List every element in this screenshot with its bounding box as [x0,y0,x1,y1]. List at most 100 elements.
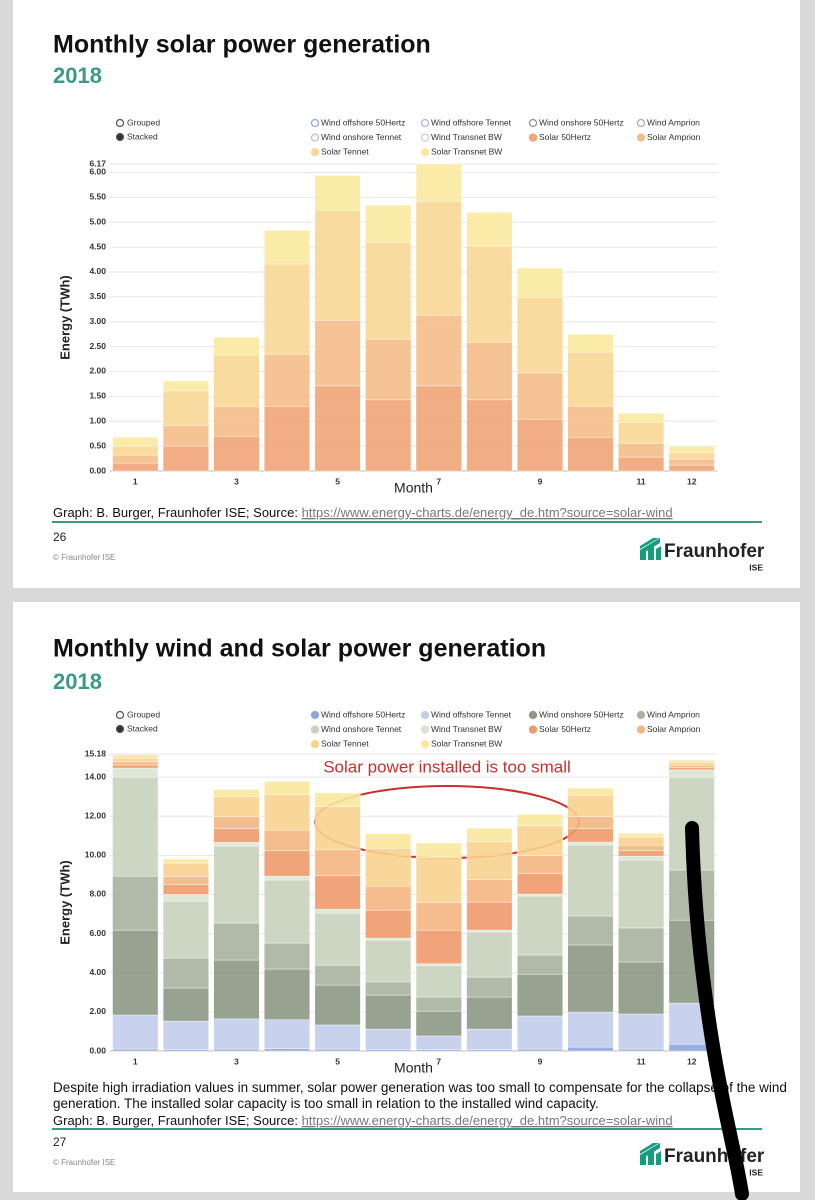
legend-label[interactable]: Grouped [127,709,160,719]
legend-label[interactable]: Solar 50Hertz [539,132,591,142]
bar-segment [567,841,614,846]
legend-marker[interactable] [420,118,430,128]
legend-marker[interactable] [310,725,320,734]
bar-segment [314,175,361,211]
legend-label[interactable]: Solar Amprion [647,132,701,142]
source-link[interactable]: https://www.energy-charts.de/energy_de.h… [302,1113,673,1128]
bar-segment [365,981,412,996]
legend-label[interactable]: Wind Transnet BW [431,132,502,142]
bar-segment [314,806,361,851]
legend-label[interactable]: Stacked [127,131,158,141]
x-tick-label: 5 [335,476,340,486]
legend-marker[interactable] [528,118,538,128]
legend-marker[interactable] [420,148,430,157]
bar-segment [162,390,209,426]
legend-marker[interactable] [115,118,125,128]
bar-segment [112,764,159,769]
bar-segment [314,912,361,966]
bar-segment [668,451,715,460]
legend-label[interactable]: Wind offshore Tennet [431,117,512,127]
bar-segment [668,762,715,766]
legend-marker[interactable] [115,724,125,734]
legend-label[interactable]: Stacked [127,723,158,733]
slide-title: Monthly wind and solar power generation [53,635,546,663]
legend-label[interactable]: Solar Tennet [321,738,369,748]
legend-label[interactable]: Wind Transnet BW [431,724,502,734]
legend-label[interactable]: Solar Transnet BW [431,738,502,748]
bar-segment [618,961,665,1015]
bar-segment [162,876,209,885]
bar-segment [162,884,209,895]
x-tick-label: 3 [234,476,239,486]
legend-label[interactable]: Solar Tennet [321,146,369,156]
legend-marker[interactable] [420,725,430,734]
bar-segment [415,315,462,387]
bar-segment [466,828,513,842]
y-tick-label: 6.00 [89,928,106,938]
legend-marker[interactable] [310,740,320,749]
bar-segment [264,1019,311,1049]
legend-label[interactable]: Wind offshore Tennet [431,709,512,719]
bar-segment [618,422,665,444]
bar-segment [668,464,715,472]
legend-marker[interactable] [636,118,646,128]
legend-marker[interactable] [310,118,320,128]
bar-segment [516,895,563,956]
legend-label[interactable]: Wind onshore Tennet [321,132,402,142]
legend-marker[interactable] [420,710,430,720]
x-tick-label: 12 [687,476,697,486]
y-tick-label: 14.00 [85,771,107,781]
bar-segment [314,964,361,986]
legend-label[interactable]: Solar 50Hertz [539,724,591,734]
bar-segment [567,333,614,353]
legend-label[interactable]: Solar Amprion [647,724,701,734]
legend-marker[interactable] [420,740,430,749]
legend-label[interactable]: Wind Amprion [647,709,700,719]
bar-segment [415,385,462,472]
logo-icon [640,1143,661,1165]
bar-segment [213,435,260,472]
legend-marker[interactable] [310,133,320,142]
bar-segment [264,968,311,1020]
legend-label[interactable]: Wind Amprion [647,117,700,127]
legend-marker[interactable] [310,710,320,720]
bar-segment [618,833,665,838]
legend-marker[interactable] [115,132,125,142]
bar-segment [516,873,563,895]
bar-segment [162,862,209,877]
legend-marker[interactable] [310,148,320,157]
legend-label[interactable]: Wind onshore Tennet [321,724,402,734]
legend-label[interactable]: Grouped [127,117,160,127]
legend-marker[interactable] [528,710,538,720]
legend-marker[interactable] [636,133,646,142]
legend-marker[interactable] [528,725,538,734]
bar-segment [112,754,159,759]
x-tick-label: 1 [133,476,138,486]
logo-unit: ISE [749,1167,763,1177]
bar-segment [567,788,614,796]
legend-marker[interactable] [636,725,646,734]
legend-marker[interactable] [528,133,538,142]
bar-segment [264,229,311,265]
legend-label[interactable]: Solar Transnet BW [431,146,502,156]
bar-segment [516,267,563,298]
bar-segment [365,847,412,887]
bar-segment [567,816,614,829]
bar-segment [264,875,311,881]
legend-marker[interactable] [420,133,430,142]
bar-segment [415,963,462,966]
bar-segment [516,419,563,472]
bar-segment [365,241,412,340]
legend-label[interactable]: Wind onshore 50Hertz [539,709,624,719]
legend-label[interactable]: Wind offshore 50Hertz [321,117,405,127]
legend-label[interactable]: Wind offshore 50Hertz [321,709,405,719]
y-tick-label: 1.00 [89,415,106,425]
legend-marker[interactable] [115,710,125,720]
bar-segment [466,341,513,401]
bar-segment [567,844,614,917]
bar-segment [365,399,412,472]
bar-segment [415,996,462,1012]
legend-label[interactable]: Wind onshore 50Hertz [539,117,624,127]
source-link[interactable]: https://www.energy-charts.de/energy_de.h… [302,505,673,520]
legend-marker[interactable] [636,710,646,720]
